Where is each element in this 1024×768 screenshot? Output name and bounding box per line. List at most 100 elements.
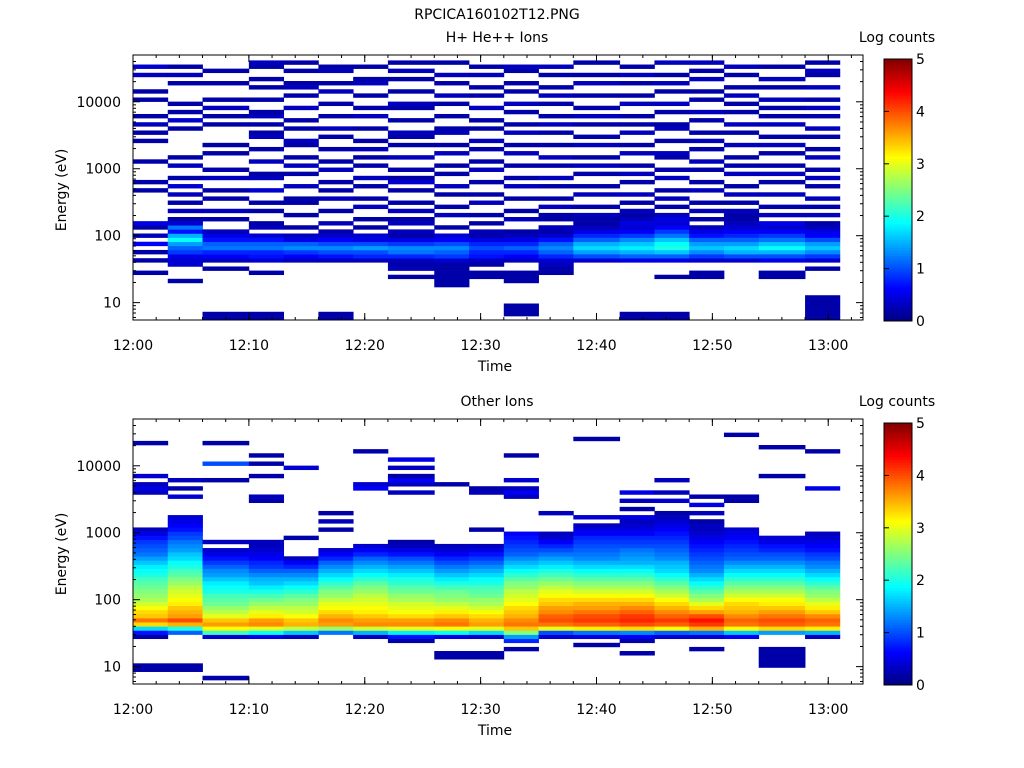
- top-heatmap-cell: [689, 188, 725, 193]
- top-heatmap-cell: [469, 262, 505, 267]
- top-colorbar-segment: [884, 268, 912, 272]
- bottom-heatmap-cell: [318, 613, 354, 619]
- top-heatmap-cell: [353, 254, 389, 259]
- top-heatmap-cell: [283, 138, 319, 144]
- top-heatmap-cell: [689, 274, 725, 280]
- bottom-colorbar-segment: [884, 446, 912, 450]
- top-heatmap-cell: [167, 241, 203, 247]
- top-heatmap-cell: [469, 192, 505, 197]
- top-heatmap-cell: [654, 155, 690, 160]
- bottom-heatmap-cell: [469, 601, 505, 607]
- top-heatmap-cell: [805, 258, 841, 263]
- top-colorbar-segment: [884, 294, 912, 298]
- top-colorbar-segment: [884, 195, 912, 199]
- bottom-heatmap-cell: [538, 531, 574, 536]
- top-heatmap-cell: [723, 101, 760, 107]
- top-heatmap-cell: [167, 81, 203, 86]
- top-heatmap-cell: [387, 60, 435, 65]
- bottom-heatmap-cell: [619, 609, 655, 615]
- bottom-heatmap-cell: [503, 548, 539, 553]
- bottom-heatmap-cell: [353, 568, 389, 574]
- bottom-heatmap-cell: [654, 543, 690, 549]
- bottom-heatmap-cell: [469, 634, 505, 640]
- top-heatmap-cell: [723, 192, 760, 197]
- bottom-heatmap-cell: [619, 572, 655, 578]
- top-colorbar-segment: [884, 61, 912, 65]
- top-heatmap-cell: [318, 237, 354, 243]
- top-heatmap-cell: [805, 245, 841, 251]
- bottom-colorbar-segment: [884, 517, 912, 521]
- top-heatmap-cell: [538, 196, 574, 201]
- top-heatmap-cell: [573, 113, 621, 119]
- bottom-colorbar-segment: [884, 669, 912, 673]
- top-heatmap-cell: [723, 229, 760, 234]
- bottom-heatmap-cell: [283, 622, 319, 627]
- bottom-heatmap-cell: [503, 597, 539, 602]
- bottom-colorbar-segment: [884, 645, 912, 649]
- top-heatmap-cell: [387, 142, 435, 148]
- bottom-heatmap-cell: [133, 581, 169, 586]
- bottom-heatmap-cell: [434, 585, 470, 590]
- top-heatmap-cell: [353, 93, 389, 98]
- bottom-heatmap-cell: [318, 564, 354, 569]
- bottom-heatmap-cell: [248, 622, 285, 627]
- top-heatmap-cell: [434, 93, 470, 98]
- top-heatmap-cell: [318, 233, 354, 238]
- bottom-heatmap-cell: [654, 622, 690, 627]
- bottom-heatmap-cell: [387, 630, 435, 635]
- bottom-colorbar-segment: [884, 522, 912, 526]
- bottom-heatmap-cell: [758, 655, 806, 660]
- top-heatmap-cell: [353, 81, 389, 86]
- bottom-heatmap-cell: [538, 634, 574, 640]
- bottom-heatmap-cell: [283, 618, 319, 623]
- bottom-heatmap-cell: [573, 531, 621, 536]
- bottom-heatmap-cell: [202, 560, 250, 565]
- top-heatmap-cell: [573, 192, 621, 197]
- top-heatmap-cell: [353, 217, 389, 222]
- top-heatmap-cell: [758, 212, 806, 218]
- bottom-heatmap-cell: [353, 605, 389, 611]
- bottom-heatmap-cell: [619, 548, 655, 553]
- bottom-heatmap-cell: [283, 634, 319, 640]
- bottom-heatmap-cell: [353, 593, 389, 598]
- top-heatmap-cell: [619, 249, 655, 255]
- bottom-heatmap-cell: [689, 646, 725, 652]
- bottom-heatmap-cell: [758, 539, 806, 545]
- bottom-heatmap-cell: [619, 597, 655, 602]
- bottom-heatmap-cell: [723, 494, 760, 499]
- bottom-y-axis-label: Energy (eV): [54, 513, 70, 596]
- top-heatmap-cell: [434, 163, 470, 168]
- top-heatmap-cell: [202, 311, 250, 317]
- top-heatmap-cell: [723, 208, 760, 214]
- bottom-heatmap-cell: [689, 601, 725, 607]
- top-colorbar-segment: [884, 174, 912, 178]
- top-heatmap-cell: [654, 212, 690, 218]
- bottom-heatmap-cell: [805, 531, 841, 536]
- bottom-colorbar-segment: [884, 504, 912, 508]
- bottom-heatmap-cell: [283, 626, 319, 631]
- top-colorbar-tick-label: 5: [916, 52, 925, 68]
- top-heatmap-cell: [689, 60, 725, 65]
- bottom-heatmap-cell: [805, 548, 841, 553]
- bottom-heatmap-cell: [167, 543, 203, 549]
- bottom-colorbar-segment: [884, 527, 912, 531]
- top-heatmap-cell: [248, 241, 285, 247]
- top-colorbar-segment: [884, 197, 912, 201]
- bottom-colorbar-segment: [884, 488, 912, 492]
- top-heatmap-cell: [619, 245, 655, 251]
- top-heatmap-cell: [689, 270, 725, 276]
- top-heatmap-cell: [538, 184, 574, 189]
- bottom-heatmap-cell: [573, 605, 621, 611]
- bottom-heatmap-cell: [387, 605, 435, 611]
- bottom-heatmap-cell: [805, 618, 841, 623]
- top-heatmap-cell: [248, 200, 285, 205]
- bottom-colorbar-segment: [884, 572, 912, 576]
- top-colorbar-segment: [884, 213, 912, 217]
- top-heatmap-cell: [353, 105, 389, 111]
- top-colorbar-segment: [884, 100, 912, 104]
- top-heatmap-cell: [434, 130, 470, 135]
- top-heatmap-cell: [619, 113, 655, 119]
- top-heatmap-cell: [503, 307, 539, 313]
- top-heatmap-cell: [469, 274, 505, 280]
- top-heatmap-cell: [758, 237, 806, 243]
